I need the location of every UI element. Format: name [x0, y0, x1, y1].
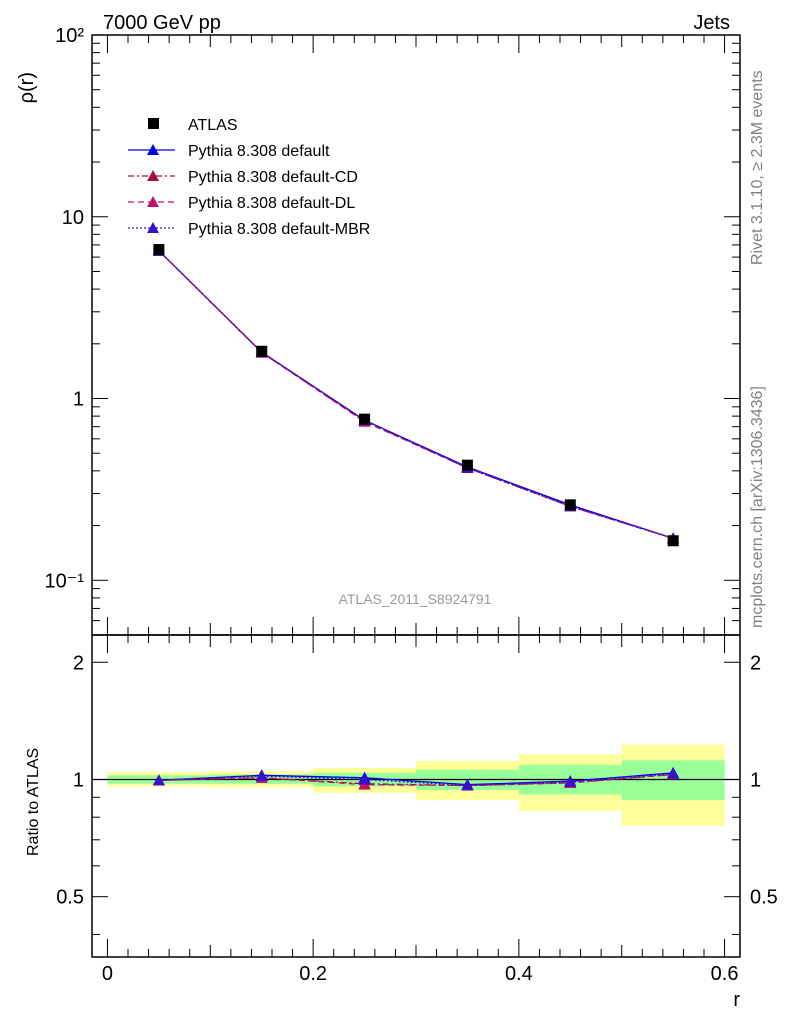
main-series-line	[158, 250, 674, 540]
ratio-series-marker	[152, 774, 165, 786]
main-y-axis-title: ρ(r)	[16, 72, 38, 103]
atlas-data-point	[461, 459, 473, 471]
x-axis-title: r	[733, 989, 740, 1011]
main-y-tick-label: 10²	[55, 25, 84, 47]
ratio-series-marker	[255, 770, 268, 782]
ratio-y-tick-label-right: 1	[750, 769, 761, 791]
legend-marker-atlas	[148, 118, 159, 129]
analysis-watermark: ATLAS_2011_S8924791	[339, 591, 492, 607]
header-right-label: Jets	[693, 12, 730, 34]
main-series-line	[158, 250, 674, 540]
ratio-series-line	[158, 773, 674, 787]
ratio-series-line	[158, 773, 674, 787]
legend-label: Pythia 8.308 default-DL	[188, 195, 355, 212]
ratio-series-marker	[461, 779, 474, 791]
ratio-panel-series	[152, 766, 680, 791]
legend-label: Pythia 8.308 default	[188, 143, 330, 160]
legend-marker	[147, 144, 159, 155]
header-left-label: 7000 GeV pp	[103, 12, 221, 34]
atlas-data-point	[256, 345, 268, 357]
source-label: mcplots.cern.ch [arXiv:1306.3436]	[749, 386, 766, 628]
legend-label: Pythia 8.308 default-CD	[188, 169, 358, 186]
x-tick-label: 0.6	[711, 963, 739, 985]
legend-marker	[147, 170, 159, 181]
axis-ticks: 10⁻¹ 1 10 10² 0 0.2 0.4 0.6 0.5 0.5 1 1 2 2	[45, 25, 778, 985]
atlas-data-point	[564, 499, 576, 511]
ratio-y-tick-label: 2	[73, 652, 84, 674]
atlas-data-point	[153, 244, 165, 256]
green-band-bin	[621, 760, 725, 801]
legend-label: ATLAS	[188, 117, 238, 134]
main-panel-series	[152, 244, 680, 547]
main-y-tick-label: 10⁻¹	[45, 570, 85, 592]
ratio-y-tick-label: 1	[73, 769, 84, 791]
ratio-y-axis-title: Ratio to ATLAS	[25, 748, 42, 856]
atlas-data-point	[359, 413, 371, 425]
ratio-series-marker	[358, 773, 371, 785]
x-tick-label: 0.2	[299, 963, 327, 985]
ratio-y-tick-label-right: 2	[750, 652, 761, 674]
legend-label: Pythia 8.308 default-MBR	[188, 221, 370, 238]
legend-marker	[147, 196, 159, 207]
legend-marker	[147, 222, 159, 233]
main-y-tick-label: 10	[62, 207, 84, 229]
legend: ATLAS Pythia 8.308 default Pythia 8.308 de…	[128, 117, 370, 238]
atlas-data-point	[667, 535, 679, 547]
x-tick-label: 0.4	[505, 963, 533, 985]
ratio-y-tick-label-right: 0.5	[750, 887, 778, 909]
ratio-y-tick-label: 0.5	[56, 887, 84, 909]
main-series-line	[158, 250, 674, 540]
main-y-tick-label: 1	[73, 389, 84, 411]
ratio-series-marker	[667, 767, 680, 779]
main-series-line	[158, 250, 674, 540]
x-tick-label: 0	[102, 963, 113, 985]
ratio-series-marker	[564, 776, 577, 788]
ratio-series-line	[158, 772, 674, 786]
ratio-panel-frame	[91, 634, 741, 958]
rivet-version-label: Rivet 3.1.10, ≥ 2.3M events	[749, 70, 766, 265]
